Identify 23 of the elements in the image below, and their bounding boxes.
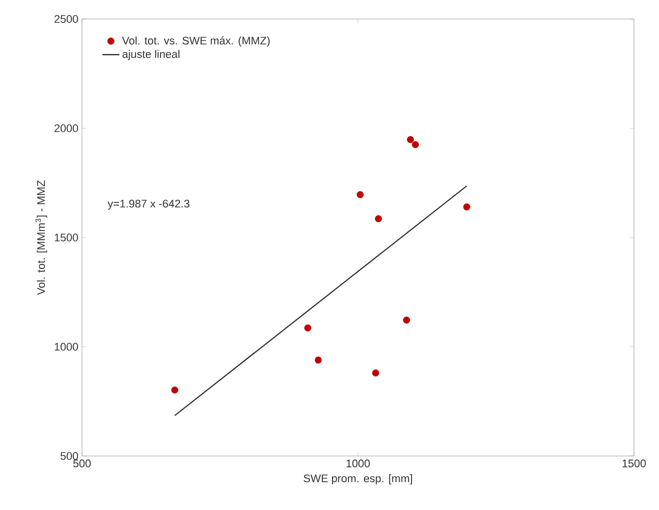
legend-label: Vol. tot. vs. SWE máx. (MMZ) — [122, 36, 270, 47]
y-tick-label: 2000 — [54, 124, 78, 132]
annotation: y=1.987 x -642.3 — [108, 200, 190, 210]
y-tick-label: 2500 — [54, 15, 78, 23]
y-tick-label: 1000 — [54, 342, 78, 351]
x-tick-label: 1500 — [622, 460, 646, 468]
y-tick-label: 500 — [60, 452, 78, 460]
x-tick-label: 1000 — [346, 460, 370, 468]
x-tick-label: 500 — [73, 460, 91, 468]
point — [304, 324, 312, 332]
point — [406, 136, 414, 144]
point — [314, 356, 322, 364]
y-tick-label: 1500 — [54, 234, 78, 242]
x-axis-title: SWE prom. esp. [mm] — [304, 474, 412, 484]
y-axis-title: Vol. tot. [MMm$^{3}$] - MMZ — [36, 180, 48, 295]
point — [372, 369, 380, 376]
point — [171, 386, 178, 394]
point — [412, 141, 419, 148]
legend-label: ajuste lineal — [122, 50, 180, 60]
point — [374, 215, 382, 222]
point — [356, 191, 364, 198]
point — [463, 203, 470, 210]
point — [403, 316, 410, 324]
